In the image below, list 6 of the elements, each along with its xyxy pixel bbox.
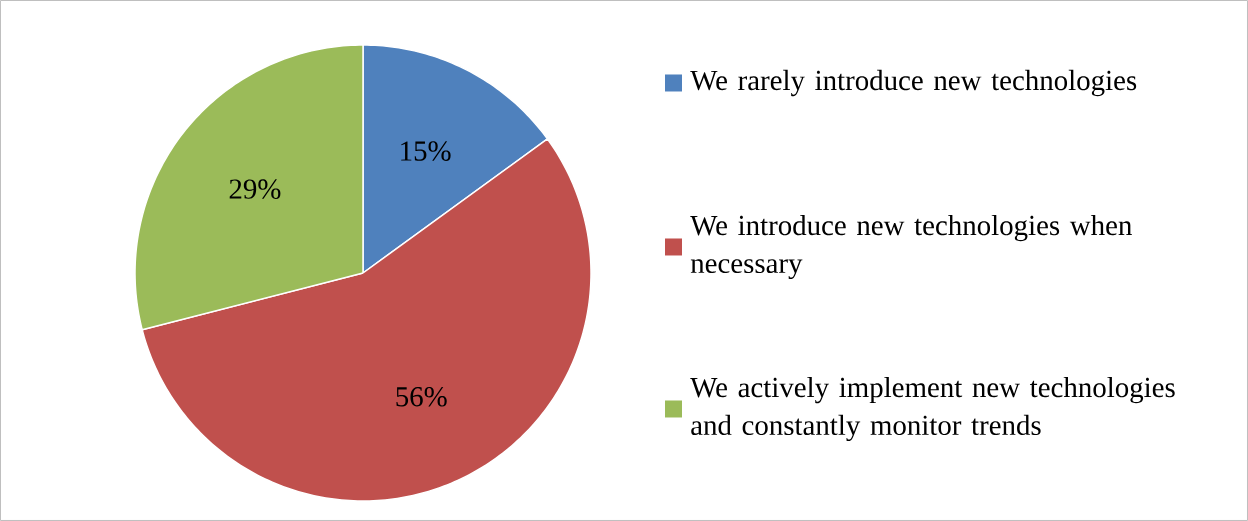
data-label: 15%: [401, 141, 451, 161]
legend-label: We rarely introduce new technologies: [690, 69, 1137, 97]
legend-label: We actively implement new technologies and constantly monitor trends: [690, 376, 1175, 442]
data-label: 29%: [229, 179, 281, 199]
legend-label: We introduce new technologies when necessary: [690, 214, 1132, 280]
data-label: 56%: [396, 386, 447, 407]
